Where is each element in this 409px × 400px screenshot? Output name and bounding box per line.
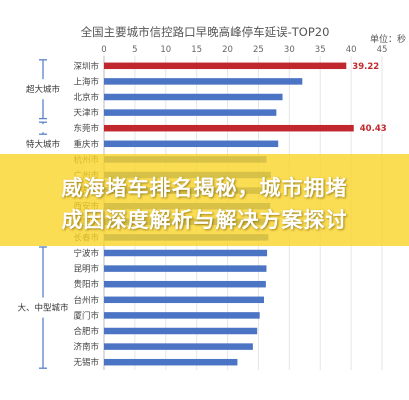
x-tick-label: 15 — [191, 45, 202, 55]
category-label: 贵阳市 — [73, 279, 99, 290]
category-label: 天津市 — [73, 108, 99, 119]
overlay-banner — [0, 154, 409, 246]
category-label: 上海市 — [73, 76, 99, 87]
unit-label: 单位：秒 — [370, 33, 406, 45]
bar — [104, 296, 265, 304]
bar — [104, 249, 268, 257]
bar — [104, 265, 267, 272]
bar — [104, 124, 354, 132]
x-tick-label: 35 — [315, 45, 326, 55]
data-labels: 39.22 40.43 — [352, 62, 386, 134]
bar — [104, 327, 258, 335]
overlay-headline-line1: 威海堵车排名揭秘，城市拥堵 — [61, 176, 348, 200]
data-label: 39.22 — [352, 62, 379, 72]
bar — [104, 62, 347, 70]
x-tick-label: 5 — [132, 45, 137, 55]
bar — [104, 78, 303, 85]
category-label: 合肥市 — [73, 326, 99, 337]
group-label: 超大城市 — [26, 84, 61, 95]
bar — [104, 280, 266, 288]
category-label: 台州市 — [73, 295, 99, 306]
bar — [104, 140, 279, 148]
category-label: 东莞市 — [73, 123, 99, 134]
category-label: 无锡市 — [73, 357, 99, 368]
bar — [104, 312, 260, 319]
overlay-headline-line2: 成因深度解析与解决方案探讨 — [61, 208, 348, 232]
bar — [104, 93, 283, 101]
category-label: 深圳市 — [73, 61, 99, 72]
x-tick-label: 20 — [222, 45, 233, 55]
x-tick-label: 45 — [377, 45, 388, 55]
x-tick-label: 0 — [101, 45, 106, 55]
x-axis-ticks: 0 5 10 15 20 25 30 35 40 45 — [101, 45, 387, 55]
bar — [104, 109, 277, 116]
category-label: 厦门市 — [73, 310, 99, 321]
data-label: 40.43 — [360, 124, 387, 134]
category-label: 济南市 — [73, 342, 99, 353]
x-tick-label: 25 — [253, 45, 264, 55]
bar — [104, 343, 253, 350]
group-label: 大、中型城市 — [17, 303, 69, 314]
category-label: 宁波市 — [73, 248, 99, 259]
chart-title: 全国主要城市信控路口早晚高峰停车延误-TOP20 — [81, 25, 330, 39]
category-label: 昆明市 — [73, 264, 99, 275]
x-tick-label: 10 — [160, 45, 171, 55]
group-label: 特大城市 — [26, 139, 61, 150]
bar — [104, 358, 238, 366]
x-tick-label: 40 — [346, 45, 357, 55]
category-label: 北京市 — [73, 92, 99, 103]
x-tick-label: 30 — [284, 45, 295, 55]
category-label: 重庆市 — [73, 139, 99, 150]
